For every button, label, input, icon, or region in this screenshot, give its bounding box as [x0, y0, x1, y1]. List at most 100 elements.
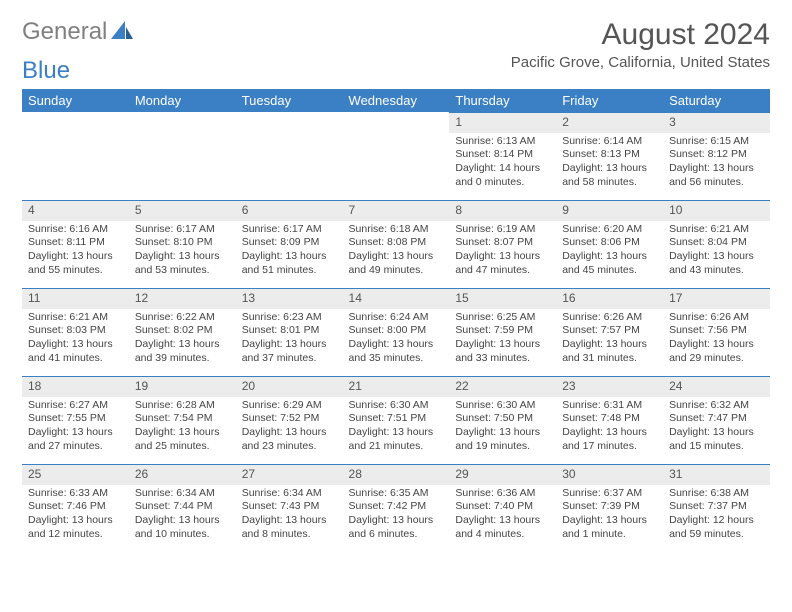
day-number: 3 — [663, 112, 770, 133]
calendar-day-cell: 22Sunrise: 6:30 AMSunset: 7:50 PMDayligh… — [449, 376, 556, 464]
calendar-day-cell: 17Sunrise: 6:26 AMSunset: 7:56 PMDayligh… — [663, 288, 770, 376]
day-details: Sunrise: 6:20 AMSunset: 8:06 PMDaylight:… — [556, 221, 663, 282]
calendar-day-cell: 21Sunrise: 6:30 AMSunset: 7:51 PMDayligh… — [343, 376, 450, 464]
calendar-day-cell: 2Sunrise: 6:14 AMSunset: 8:13 PMDaylight… — [556, 112, 663, 200]
day-number: 21 — [343, 376, 450, 397]
calendar-day-cell: 13Sunrise: 6:23 AMSunset: 8:01 PMDayligh… — [236, 288, 343, 376]
day-number: 8 — [449, 200, 556, 221]
calendar-day-cell: 18Sunrise: 6:27 AMSunset: 7:55 PMDayligh… — [22, 376, 129, 464]
day-number: 7 — [343, 200, 450, 221]
day-number: 30 — [556, 464, 663, 485]
day-details: Sunrise: 6:26 AMSunset: 7:57 PMDaylight:… — [556, 309, 663, 370]
day-number: 24 — [663, 376, 770, 397]
calendar-day-cell: 26Sunrise: 6:34 AMSunset: 7:44 PMDayligh… — [129, 464, 236, 552]
day-details: Sunrise: 6:31 AMSunset: 7:48 PMDaylight:… — [556, 397, 663, 458]
day-number: 12 — [129, 288, 236, 309]
day-number: 15 — [449, 288, 556, 309]
calendar-week-row: 11Sunrise: 6:21 AMSunset: 8:03 PMDayligh… — [22, 288, 770, 376]
calendar-day-cell: 23Sunrise: 6:31 AMSunset: 7:48 PMDayligh… — [556, 376, 663, 464]
day-details: Sunrise: 6:32 AMSunset: 7:47 PMDaylight:… — [663, 397, 770, 458]
day-number: 4 — [22, 200, 129, 221]
calendar-day-cell: 31Sunrise: 6:38 AMSunset: 7:37 PMDayligh… — [663, 464, 770, 552]
day-number: 14 — [343, 288, 450, 309]
day-number: 1 — [449, 112, 556, 133]
day-details: Sunrise: 6:13 AMSunset: 8:14 PMDaylight:… — [449, 133, 556, 194]
day-details: Sunrise: 6:17 AMSunset: 8:10 PMDaylight:… — [129, 221, 236, 282]
calendar-week-row: 18Sunrise: 6:27 AMSunset: 7:55 PMDayligh… — [22, 376, 770, 464]
day-details: Sunrise: 6:16 AMSunset: 8:11 PMDaylight:… — [22, 221, 129, 282]
calendar-head: SundayMondayTuesdayWednesdayThursdayFrid… — [22, 89, 770, 112]
day-details: Sunrise: 6:23 AMSunset: 8:01 PMDaylight:… — [236, 309, 343, 370]
month-title: August 2024 — [511, 18, 770, 52]
calendar-day-cell — [129, 112, 236, 200]
calendar-day-cell: 15Sunrise: 6:25 AMSunset: 7:59 PMDayligh… — [449, 288, 556, 376]
calendar-day-cell: 5Sunrise: 6:17 AMSunset: 8:10 PMDaylight… — [129, 200, 236, 288]
day-number: 23 — [556, 376, 663, 397]
calendar-table: SundayMondayTuesdayWednesdayThursdayFrid… — [22, 89, 770, 552]
day-details: Sunrise: 6:30 AMSunset: 7:51 PMDaylight:… — [343, 397, 450, 458]
logo-sail-icon — [111, 21, 133, 39]
day-details: Sunrise: 6:30 AMSunset: 7:50 PMDaylight:… — [449, 397, 556, 458]
day-details: Sunrise: 6:26 AMSunset: 7:56 PMDaylight:… — [663, 309, 770, 370]
logo: General — [22, 18, 133, 46]
calendar-day-cell: 7Sunrise: 6:18 AMSunset: 8:08 PMDaylight… — [343, 200, 450, 288]
day-number: 5 — [129, 200, 236, 221]
day-number: 6 — [236, 200, 343, 221]
day-details: Sunrise: 6:15 AMSunset: 8:12 PMDaylight:… — [663, 133, 770, 194]
day-number: 26 — [129, 464, 236, 485]
day-header: Sunday — [22, 89, 129, 112]
calendar-day-cell: 24Sunrise: 6:32 AMSunset: 7:47 PMDayligh… — [663, 376, 770, 464]
day-number: 10 — [663, 200, 770, 221]
day-details: Sunrise: 6:22 AMSunset: 8:02 PMDaylight:… — [129, 309, 236, 370]
calendar-day-cell: 11Sunrise: 6:21 AMSunset: 8:03 PMDayligh… — [22, 288, 129, 376]
calendar-day-cell: 25Sunrise: 6:33 AMSunset: 7:46 PMDayligh… — [22, 464, 129, 552]
day-number: 27 — [236, 464, 343, 485]
day-details: Sunrise: 6:25 AMSunset: 7:59 PMDaylight:… — [449, 309, 556, 370]
calendar-day-cell: 14Sunrise: 6:24 AMSunset: 8:00 PMDayligh… — [343, 288, 450, 376]
calendar-week-row: 4Sunrise: 6:16 AMSunset: 8:11 PMDaylight… — [22, 200, 770, 288]
logo-text-blue: Blue — [22, 57, 770, 85]
day-details: Sunrise: 6:24 AMSunset: 8:00 PMDaylight:… — [343, 309, 450, 370]
calendar-day-cell: 1Sunrise: 6:13 AMSunset: 8:14 PMDaylight… — [449, 112, 556, 200]
day-details: Sunrise: 6:17 AMSunset: 8:09 PMDaylight:… — [236, 221, 343, 282]
day-details: Sunrise: 6:29 AMSunset: 7:52 PMDaylight:… — [236, 397, 343, 458]
day-header: Friday — [556, 89, 663, 112]
calendar-day-cell: 29Sunrise: 6:36 AMSunset: 7:40 PMDayligh… — [449, 464, 556, 552]
day-number: 11 — [22, 288, 129, 309]
calendar-day-cell: 3Sunrise: 6:15 AMSunset: 8:12 PMDaylight… — [663, 112, 770, 200]
day-details: Sunrise: 6:36 AMSunset: 7:40 PMDaylight:… — [449, 485, 556, 546]
day-number: 2 — [556, 112, 663, 133]
day-details: Sunrise: 6:21 AMSunset: 8:03 PMDaylight:… — [22, 309, 129, 370]
calendar-day-cell: 20Sunrise: 6:29 AMSunset: 7:52 PMDayligh… — [236, 376, 343, 464]
day-number: 28 — [343, 464, 450, 485]
day-number: 25 — [22, 464, 129, 485]
calendar-day-cell: 4Sunrise: 6:16 AMSunset: 8:11 PMDaylight… — [22, 200, 129, 288]
day-number: 16 — [556, 288, 663, 309]
day-header: Saturday — [663, 89, 770, 112]
day-details: Sunrise: 6:34 AMSunset: 7:44 PMDaylight:… — [129, 485, 236, 546]
calendar-week-row: 1Sunrise: 6:13 AMSunset: 8:14 PMDaylight… — [22, 112, 770, 200]
calendar-body: 1Sunrise: 6:13 AMSunset: 8:14 PMDaylight… — [22, 112, 770, 552]
calendar-day-cell: 8Sunrise: 6:19 AMSunset: 8:07 PMDaylight… — [449, 200, 556, 288]
day-number: 13 — [236, 288, 343, 309]
calendar-day-cell — [22, 112, 129, 200]
calendar-day-cell: 10Sunrise: 6:21 AMSunset: 8:04 PMDayligh… — [663, 200, 770, 288]
day-number: 22 — [449, 376, 556, 397]
calendar-day-cell: 30Sunrise: 6:37 AMSunset: 7:39 PMDayligh… — [556, 464, 663, 552]
day-number: 31 — [663, 464, 770, 485]
calendar-day-cell: 6Sunrise: 6:17 AMSunset: 8:09 PMDaylight… — [236, 200, 343, 288]
calendar-week-row: 25Sunrise: 6:33 AMSunset: 7:46 PMDayligh… — [22, 464, 770, 552]
day-details: Sunrise: 6:18 AMSunset: 8:08 PMDaylight:… — [343, 221, 450, 282]
day-number: 19 — [129, 376, 236, 397]
day-header: Thursday — [449, 89, 556, 112]
calendar-day-cell: 19Sunrise: 6:28 AMSunset: 7:54 PMDayligh… — [129, 376, 236, 464]
day-header: Monday — [129, 89, 236, 112]
day-details: Sunrise: 6:35 AMSunset: 7:42 PMDaylight:… — [343, 485, 450, 546]
day-details: Sunrise: 6:27 AMSunset: 7:55 PMDaylight:… — [22, 397, 129, 458]
calendar-day-cell: 9Sunrise: 6:20 AMSunset: 8:06 PMDaylight… — [556, 200, 663, 288]
day-details: Sunrise: 6:38 AMSunset: 7:37 PMDaylight:… — [663, 485, 770, 546]
logo-text-general: General — [22, 18, 107, 46]
day-number: 17 — [663, 288, 770, 309]
day-details: Sunrise: 6:37 AMSunset: 7:39 PMDaylight:… — [556, 485, 663, 546]
calendar-day-cell: 27Sunrise: 6:34 AMSunset: 7:43 PMDayligh… — [236, 464, 343, 552]
